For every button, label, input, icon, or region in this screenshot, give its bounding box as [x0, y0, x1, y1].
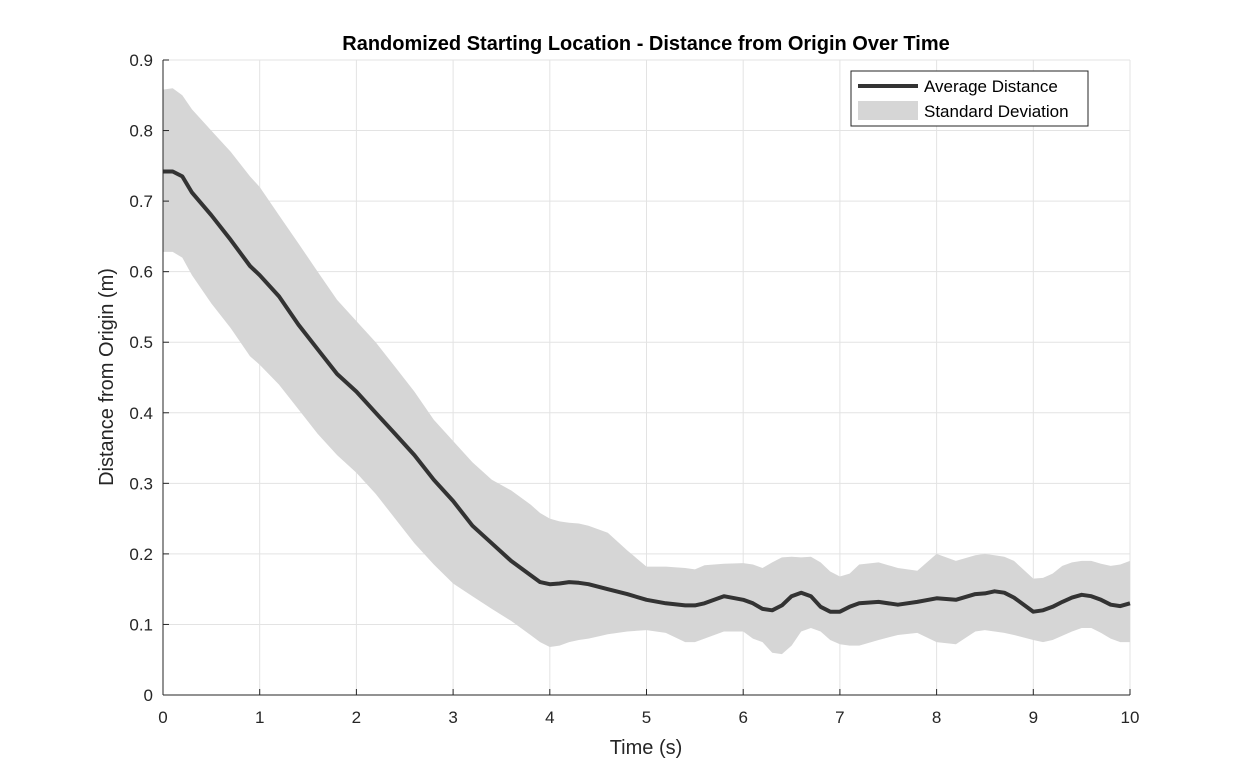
x-tick-label: 10: [1121, 708, 1140, 727]
y-tick-label: 0.3: [129, 474, 153, 493]
y-tick-label: 0.9: [129, 51, 153, 70]
axes-frame: [162, 59, 1131, 696]
x-tick-label: 8: [932, 708, 941, 727]
y-tick-labels: 0 0.1 0.2 0.3 0.4 0.5 0.6 0.7 0.8 0.9: [129, 51, 153, 705]
legend-standard-deviation: Standard Deviation: [924, 102, 1069, 121]
x-tick-label: 3: [448, 708, 457, 727]
chart-title: Randomized Starting Location - Distance …: [342, 33, 950, 55]
x-tick-label: 5: [642, 708, 651, 727]
average-distance-line: [163, 169, 1131, 614]
y-axis-label: Distance from Origin (m): [96, 268, 118, 486]
y-tick-label: 0.7: [129, 192, 153, 211]
legend-average-distance: Average Distance: [924, 77, 1058, 96]
y-tick-label: 0.8: [129, 122, 153, 141]
x-tick-label: 0: [158, 708, 167, 727]
y-tick-label: 0.5: [129, 333, 153, 352]
legend-band-swatch: [858, 101, 918, 120]
y-tick-label: 0.1: [129, 615, 153, 634]
x-tick-labels: 0 1 2 3 4 5 6 7 8 9 10: [158, 708, 1139, 727]
legend: Average Distance Standard Deviation: [850, 70, 1089, 127]
x-tick-label: 1: [255, 708, 264, 727]
x-tick-label: 7: [835, 708, 844, 727]
y-tick-label: 0: [144, 686, 153, 705]
y-tick-label: 0.2: [129, 545, 153, 564]
x-tick-label: 4: [545, 708, 554, 727]
x-tick-label: 6: [738, 708, 747, 727]
x-axis-label: Time (s): [610, 737, 683, 759]
x-tick-label: 2: [352, 708, 361, 727]
y-tick-label: 0.4: [129, 404, 153, 423]
x-tick-label: 9: [1029, 708, 1038, 727]
y-tick-label: 0.6: [129, 263, 153, 282]
standard-deviation-band: [163, 88, 1130, 655]
